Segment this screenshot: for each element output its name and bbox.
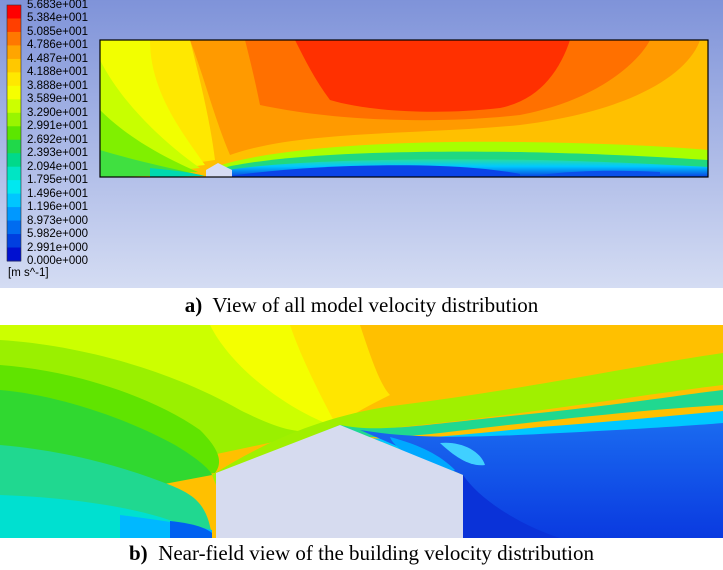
colorbar-tick-label: 2.094e+001 <box>27 160 89 173</box>
colorbar-segment <box>7 45 21 60</box>
caption-a: a) View of all model velocity distributi… <box>0 293 723 318</box>
colorbar-segment <box>7 72 21 87</box>
colorbar-tick-label: 5.683e+001 <box>27 0 89 11</box>
colorbar-tick-label: 3.290e+001 <box>27 106 89 119</box>
colorbar-segment <box>7 112 21 127</box>
colorbar-segment <box>7 220 21 235</box>
colorbar-tick-label: 1.196e+001 <box>27 201 89 214</box>
colorbar-segment <box>7 247 21 262</box>
colorbar-tick-label: 3.888e+001 <box>27 79 89 92</box>
colorbar-segment <box>7 193 21 208</box>
colorbar-tick-label: 8.973e+000 <box>27 214 89 227</box>
domain-contours <box>100 40 708 177</box>
colorbar-segment <box>7 31 21 46</box>
colorbar-segment <box>7 166 21 181</box>
colorbar-tick-label: 3.589e+001 <box>27 93 89 106</box>
colorbar-segment <box>7 139 21 154</box>
colorbar-segment <box>7 58 21 73</box>
colorbar-tick-label: 5.384e+001 <box>27 12 89 25</box>
colorbar-tick-label: 5.982e+000 <box>27 228 89 241</box>
colorbar-segment <box>7 207 21 222</box>
caption-b-text: Near-field view of the building velocity… <box>158 541 594 565</box>
colorbar-segment <box>7 18 21 33</box>
colorbar-segment <box>7 99 21 114</box>
colorbar-tick-label: 2.393e+001 <box>27 147 89 160</box>
colorbar-segment <box>7 126 21 141</box>
panel-near-field <box>0 325 723 538</box>
colorbar-tick-label: 5.085e+001 <box>27 25 89 38</box>
colorbar-segment <box>7 5 21 19</box>
colorbar-tick-label: 0.000e+000 <box>27 255 89 267</box>
colorbar-segment <box>7 234 21 249</box>
caption-b: b) Near-field view of the building veloc… <box>0 541 723 566</box>
colorbar-tick-label: 4.786e+001 <box>27 39 89 52</box>
caption-b-letter: b) <box>129 541 148 565</box>
colorbar-tick-label: 2.991e+000 <box>27 241 89 254</box>
colorbar-unit-label: [m s^-1] <box>8 267 49 279</box>
colorbar-tick-label: 1.496e+001 <box>27 187 89 200</box>
colorbar-tick-label: 4.188e+001 <box>27 66 89 79</box>
colorbar-tick-label: 2.991e+001 <box>27 120 89 133</box>
building-shape <box>216 425 463 538</box>
velocity-colorbar <box>6 4 22 262</box>
colorbar-segment <box>7 180 21 195</box>
domain-outline <box>99 39 709 178</box>
caption-a-letter: a) <box>184 293 203 317</box>
full-model-contour-plot <box>0 0 723 288</box>
colorbar-tick-label: 1.795e+001 <box>27 174 89 187</box>
colorbar-tick-label: 2.692e+001 <box>27 133 89 146</box>
near-field-contour-plot <box>0 325 723 538</box>
colorbar-tick-label: 4.487e+001 <box>27 52 89 65</box>
panel-full-model: 5.683e+001 5.384e+001 5.085e+001 4.786e+001… <box>0 0 723 288</box>
colorbar-segment <box>7 153 21 168</box>
caption-a-text: View of all model velocity distribution <box>212 293 539 317</box>
colorbar-segment <box>7 85 21 100</box>
